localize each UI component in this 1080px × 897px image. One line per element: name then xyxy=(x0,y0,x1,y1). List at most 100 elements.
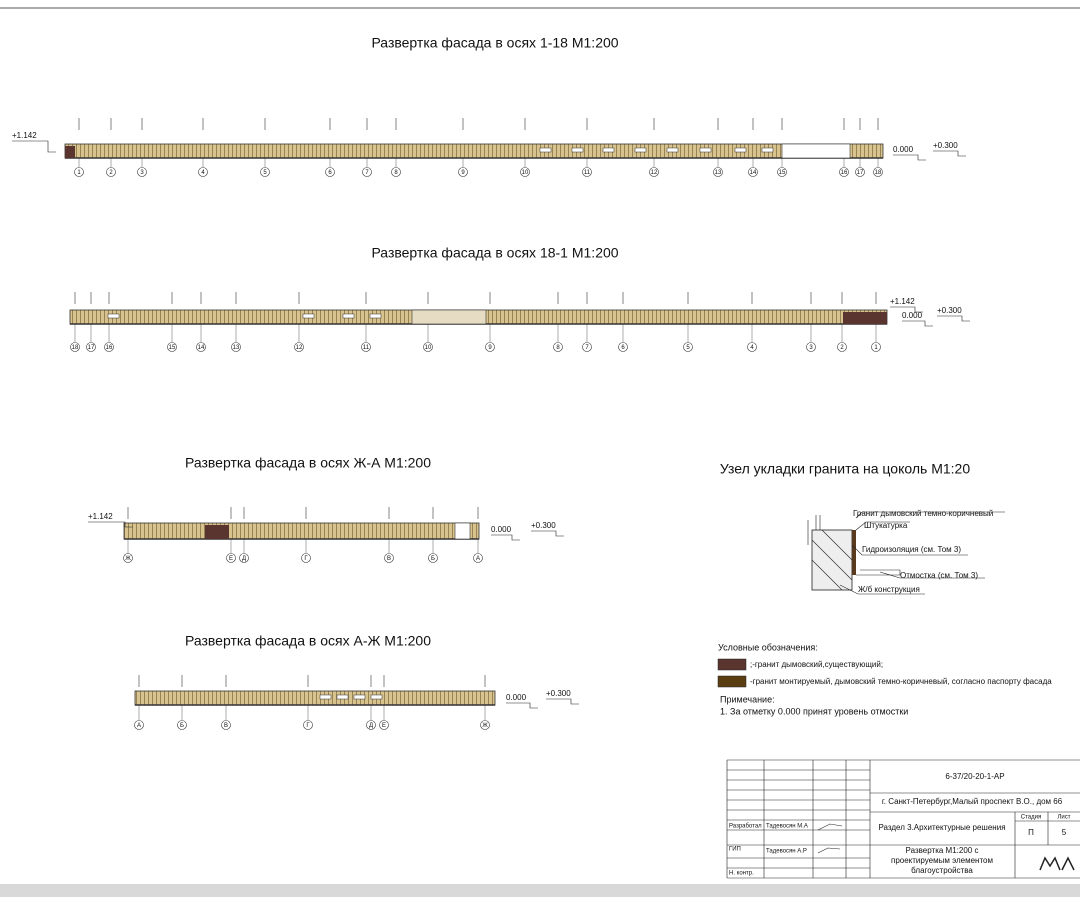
opening xyxy=(411,309,487,325)
role: ГИП xyxy=(729,847,741,853)
window xyxy=(699,147,712,153)
axis-label: 17 xyxy=(857,170,864,176)
axis-bubble xyxy=(325,167,335,177)
granite-existing xyxy=(205,525,229,539)
level-leader xyxy=(890,306,923,313)
detail-label: Отмостка (см. Том 3) xyxy=(900,571,978,580)
axis-bubble xyxy=(423,342,433,352)
axis-label: В xyxy=(224,723,228,729)
axis-label: 10 xyxy=(522,170,529,176)
axis-bubble xyxy=(104,342,114,352)
stage: П xyxy=(1028,828,1034,837)
axis-bubble xyxy=(86,342,96,352)
axis-label: 12 xyxy=(651,170,658,176)
axis-label: 2 xyxy=(109,170,113,176)
axis-bubble xyxy=(134,720,144,730)
axis-bubble xyxy=(366,720,376,730)
axis-label: 13 xyxy=(715,170,722,176)
facade-title: Развертка фасада в осях 1-18 М1:200 xyxy=(371,35,618,51)
axis-label: 18 xyxy=(72,345,79,351)
window xyxy=(666,147,679,153)
axis-label: В xyxy=(387,556,391,562)
level-leader xyxy=(937,315,970,322)
axis-bubble xyxy=(839,167,849,177)
detail-granite xyxy=(852,530,856,575)
axis-label: Д xyxy=(369,723,373,729)
axis-bubble xyxy=(582,342,592,352)
level-mark: 0.000 xyxy=(506,693,527,702)
axis-label: 9 xyxy=(461,170,465,176)
axis-label: 6 xyxy=(328,170,332,176)
axis-bubble xyxy=(384,553,394,563)
axis-bubble xyxy=(428,553,438,563)
level-leader xyxy=(531,530,564,537)
axis-label: А xyxy=(476,556,480,562)
facade-title: Развертка фасада в осях А-Ж М1:200 xyxy=(185,633,431,649)
detail-label: Гидроизоляция (см. Том 3) xyxy=(862,545,961,554)
axis-bubble xyxy=(167,342,177,352)
axis-label: 7 xyxy=(365,170,369,176)
axis-bubble xyxy=(855,167,865,177)
level-mark: +0.300 xyxy=(546,689,571,698)
person: Тадевосян А.Р xyxy=(766,849,807,855)
axis-label: 9 xyxy=(488,345,492,351)
facade-strip xyxy=(64,143,884,159)
level-leader xyxy=(506,702,538,709)
axis-bubble xyxy=(361,342,371,352)
detail-leaders xyxy=(839,511,1005,595)
axis-bubble xyxy=(777,167,787,177)
facade-title: Развертка фасада в осях 18-1 М1:200 xyxy=(371,245,618,261)
level-mark: +0.300 xyxy=(531,521,556,530)
axis-label: 5 xyxy=(686,345,690,351)
axis-bubble xyxy=(391,167,401,177)
axis-label: 15 xyxy=(169,345,176,351)
window xyxy=(369,313,382,319)
level-mark: 0.000 xyxy=(902,311,923,320)
axis-bubble xyxy=(123,553,133,563)
axis-bubble xyxy=(480,720,490,730)
axis-bubble xyxy=(649,167,659,177)
axis-label: 14 xyxy=(750,170,757,176)
axis-label: Г xyxy=(306,723,310,729)
axis-bubble xyxy=(294,342,304,352)
person: Тадевосян М.А xyxy=(766,824,808,830)
axis-bubble xyxy=(231,342,241,352)
axis-bubble xyxy=(260,167,270,177)
level-mark: +1.142 xyxy=(12,131,37,140)
axis-label: 3 xyxy=(140,170,144,176)
note-text: 1. За отметку 0.000 принят уровень отмос… xyxy=(720,706,908,716)
sheet-number: 5 xyxy=(1062,828,1067,837)
detail-lines xyxy=(807,515,901,576)
bottom-bar xyxy=(0,884,1080,897)
axis-label: 1 xyxy=(874,345,878,351)
axis-label: 13 xyxy=(233,345,240,351)
axis-label: Е xyxy=(382,723,386,729)
axis-label: 3 xyxy=(809,345,813,351)
axis-label: 8 xyxy=(556,345,560,351)
axis-bubble xyxy=(473,553,483,563)
role: Н. контр. xyxy=(729,871,754,877)
axis-label: Б xyxy=(180,723,184,729)
axis-label: 8 xyxy=(394,170,398,176)
window xyxy=(107,313,120,319)
axis-bubble xyxy=(748,167,758,177)
stage-header: Стадия xyxy=(1021,815,1041,821)
opening xyxy=(454,522,471,540)
axis-label: Д xyxy=(242,556,246,562)
axis-label: Г xyxy=(304,556,308,562)
window xyxy=(319,694,332,700)
axis-bubble xyxy=(362,167,372,177)
address: г. Санкт-Петербург,Малый проспект В.О., … xyxy=(882,797,1063,806)
level-leader xyxy=(893,154,926,161)
axis-bubble xyxy=(198,167,208,177)
axis-bubble xyxy=(301,553,311,563)
detail-label: Ж/б конструкция xyxy=(858,585,920,594)
window xyxy=(539,147,552,153)
axis-bubble xyxy=(713,167,723,177)
axis-label: 4 xyxy=(750,345,754,351)
legend: Условные обозначения: ;-гранит дымовский… xyxy=(717,642,1052,716)
axis-bubble xyxy=(553,342,563,352)
facade-strip xyxy=(123,522,480,540)
detail-label: Штукатурка xyxy=(864,521,908,530)
